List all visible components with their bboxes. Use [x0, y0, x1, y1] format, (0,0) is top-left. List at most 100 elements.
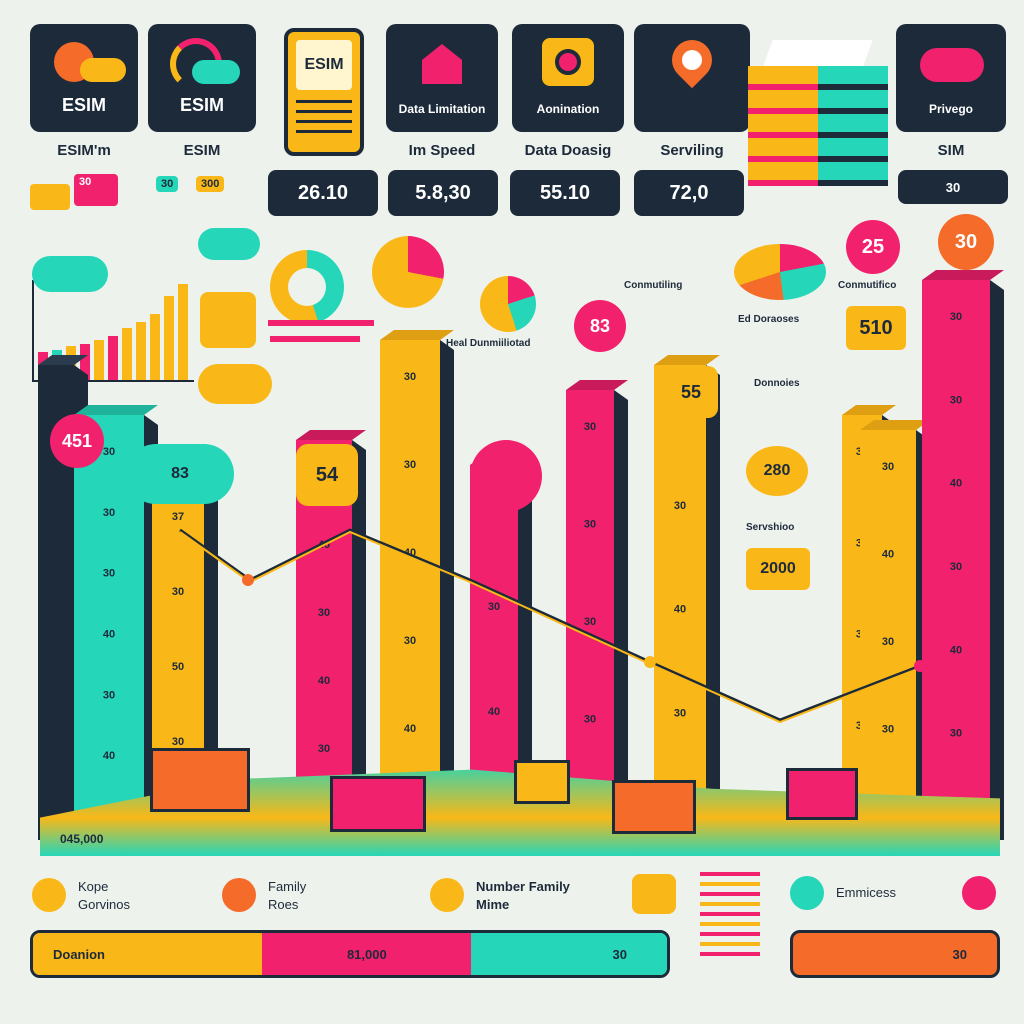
card-data-limitation[interactable]: Data Limitation — [386, 24, 498, 132]
pin-30[interactable]: 30 — [938, 214, 994, 270]
phone-card[interactable]: ESIM — [284, 28, 364, 156]
pin-451[interactable]: 451 — [50, 414, 104, 468]
pin-54[interactable]: 54 — [296, 444, 358, 506]
card-location[interactable] — [634, 24, 750, 132]
cloud-83: 83 — [126, 444, 234, 504]
bar-label: 40 — [488, 706, 500, 718]
pin-label: 280 — [763, 462, 791, 479]
legend-text-3: Number Family Mime — [476, 879, 570, 912]
pin-25[interactable]: 25 — [846, 220, 900, 274]
box-2000[interactable]: 2000 — [746, 548, 810, 590]
legend-text-1: Kope Gorvinos — [78, 879, 131, 912]
bar-label: 30 — [674, 707, 686, 719]
pin-55[interactable]: 55 — [664, 366, 718, 418]
pink-underline — [270, 336, 360, 342]
card-privego[interactable]: Privego — [896, 24, 1006, 132]
pin-label: 25 — [861, 235, 885, 258]
bar — [654, 365, 706, 840]
small-tag: 30 — [74, 174, 118, 206]
legend-stripes — [700, 872, 760, 962]
bar-side — [990, 280, 1004, 840]
cloud-shape — [192, 60, 240, 84]
bar-label: 40 — [103, 629, 115, 641]
bar-side — [352, 440, 366, 840]
sub-label: SIM — [937, 142, 965, 159]
value-box: 55.10 — [510, 170, 620, 216]
card-label: Aonination — [536, 102, 600, 116]
bar-side — [440, 340, 454, 840]
pin-label: 451 — [61, 430, 93, 451]
small-tag-yellow — [30, 184, 70, 210]
box-510[interactable]: 510 — [846, 306, 906, 350]
legend-icon-5 — [790, 876, 824, 910]
bar-label: 50 — [172, 661, 184, 673]
bar-label: 30 — [584, 519, 596, 531]
card-esim-1[interactable]: ESIM — [30, 24, 138, 132]
bar-label: 40 — [404, 723, 416, 735]
legend-text-5: Emmicess — [836, 885, 896, 900]
pink-circle — [470, 440, 542, 512]
bar-top — [296, 430, 366, 440]
pin-label: 2000 — [760, 560, 796, 577]
house-illustration — [150, 748, 250, 812]
sub-label: ESIM — [183, 142, 221, 159]
donut-chart — [270, 250, 344, 324]
bar-label: 30 — [882, 461, 894, 473]
bar-label: 30 — [950, 561, 962, 573]
card-label: ESIM — [179, 95, 224, 115]
bar-label: 30 — [404, 371, 416, 383]
pin-83[interactable]: 83 — [574, 300, 626, 352]
cloud-icon — [920, 48, 984, 82]
value-box: 72,0 — [634, 170, 744, 216]
bar-side — [614, 390, 628, 840]
bar-label: 30 — [882, 636, 894, 648]
bar-label: 30 — [674, 500, 686, 512]
card-label: Privego — [928, 102, 973, 116]
progress-bar-right[interactable]: 30 — [790, 930, 1000, 978]
bar-top — [842, 405, 896, 415]
mid-label: Heal Dunmiiliotad — [446, 338, 531, 349]
sub-label: Data Doasig — [524, 142, 612, 159]
bar-label: 30 — [172, 736, 184, 748]
app-cloud — [32, 256, 108, 292]
chart-label: Conmutifico — [838, 280, 897, 291]
bar-label: 30 — [488, 601, 500, 613]
bar-label: 30 — [103, 689, 115, 701]
heart-box — [200, 292, 256, 348]
bar-label: 30 — [584, 616, 596, 628]
value-box: 5.8,30 — [388, 170, 498, 216]
pin-label: 30 — [954, 230, 978, 253]
bar-label: 30 — [404, 459, 416, 471]
bar-top — [922, 270, 1004, 280]
card-label: ESIM — [61, 95, 106, 115]
card-esim-2[interactable]: ESIM — [148, 24, 256, 132]
pin-label: 510 — [859, 316, 893, 339]
card-aonination[interactable]: Aonination — [512, 24, 624, 132]
legend-text-2: Family Roes — [268, 879, 307, 912]
legend-icon-6 — [962, 876, 996, 910]
badge-280[interactable]: 280 — [746, 446, 808, 496]
bar-label: 30 — [950, 394, 962, 406]
chart-label: Conmutiling — [624, 280, 683, 291]
progress-bar[interactable]: Doanion 81,000 30 — [30, 930, 670, 978]
bar-top — [566, 380, 628, 390]
cloud-shape — [80, 58, 126, 82]
bar-top — [74, 405, 158, 415]
bar — [860, 430, 916, 840]
small-tag: 300 — [196, 176, 225, 192]
bar-label: 30 — [950, 311, 962, 323]
bar-top — [380, 330, 454, 340]
bar — [380, 340, 440, 840]
legend-icon-4 — [632, 874, 676, 914]
bar — [566, 390, 614, 840]
pin-label: 83 — [589, 315, 611, 336]
bar-label: 30 — [584, 421, 596, 433]
sub-label: ESIM'm — [57, 142, 111, 159]
progress-seg-3: 30 — [471, 933, 667, 975]
house-illustration — [786, 768, 858, 820]
app-cloud — [198, 228, 260, 260]
bar-label: 40 — [318, 675, 330, 687]
progress-seg-2: 81,000 — [262, 933, 472, 975]
legend-icon-3 — [430, 878, 464, 912]
servs-label: Servshioo — [746, 522, 795, 533]
